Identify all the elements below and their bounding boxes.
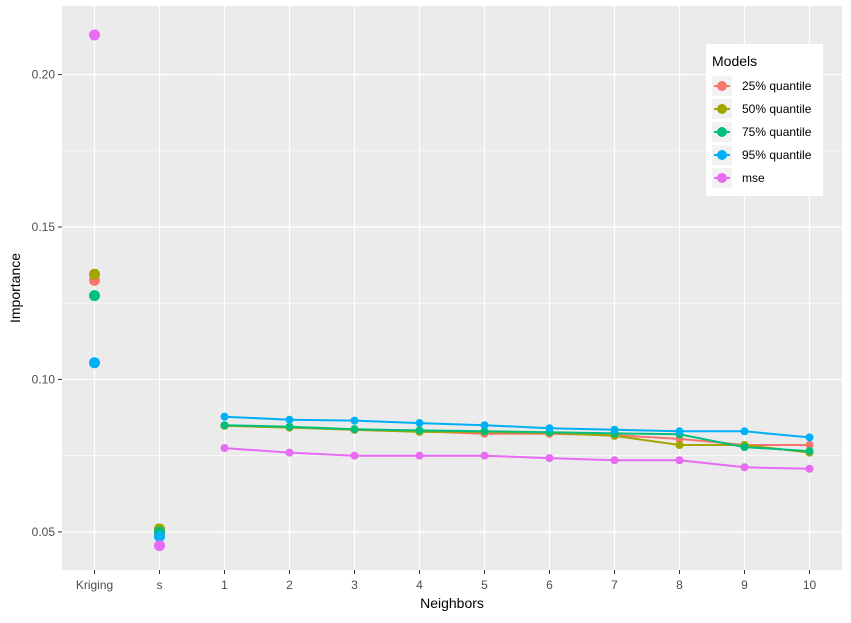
data-point [480, 421, 489, 430]
legend-key-point [717, 127, 727, 137]
data-point [285, 415, 294, 424]
x-tick-label: 5 [481, 578, 488, 592]
data-point [89, 357, 100, 369]
y-tick-label: 0.10 [32, 372, 56, 386]
y-tick-label: 0.05 [32, 525, 56, 539]
data-point [740, 427, 749, 436]
data-point [545, 424, 554, 433]
data-point [415, 419, 424, 428]
major-grid [62, 6, 842, 570]
data-point [805, 447, 814, 456]
data-point [545, 454, 554, 463]
data-point [740, 463, 749, 472]
data-point [89, 29, 100, 41]
data-point [805, 441, 814, 450]
data-point [350, 416, 359, 425]
series-line [224, 415, 810, 439]
data-point [805, 433, 814, 442]
data-point [350, 425, 359, 434]
y-axis-title: Importance [7, 253, 23, 323]
series-lines [224, 415, 810, 470]
data-point [480, 427, 489, 436]
legend-label: 50% quantile [742, 102, 812, 116]
data-point [675, 456, 684, 465]
series-line [224, 447, 810, 470]
legend-key-point [717, 150, 727, 160]
legend-label: mse [742, 171, 765, 185]
y-tick-label: 0.15 [32, 220, 56, 234]
x-tick-label: s [157, 578, 163, 592]
legend-label: 75% quantile [742, 125, 812, 139]
data-point [805, 464, 814, 473]
x-tick-label: 8 [676, 578, 683, 592]
legend-key-point [717, 81, 727, 91]
y-tick-label: 0.20 [32, 68, 56, 82]
x-tick-label: 2 [286, 578, 293, 592]
legend-key-point [717, 173, 727, 183]
data-point [675, 441, 684, 450]
data-point [610, 425, 619, 434]
x-tick-label: 1 [221, 578, 228, 592]
legend-title: Models [712, 53, 757, 69]
data-point [350, 451, 359, 460]
legend-key-point [717, 104, 727, 114]
data-point [220, 412, 229, 421]
x-axis-title: Neighbors [420, 595, 484, 611]
legend: Models 25% quantile 50% quantile 75% quant… [706, 44, 823, 196]
legend-label: 25% quantile [742, 79, 812, 93]
data-point [675, 427, 684, 436]
x-tick-label: 10 [803, 578, 817, 592]
legend-label: 95% quantile [742, 148, 812, 162]
x-tick-label: 4 [416, 578, 423, 592]
data-point [154, 530, 165, 542]
x-tick-label: 9 [741, 578, 748, 592]
data-point [415, 426, 424, 435]
data-point [740, 443, 749, 452]
data-point [285, 448, 294, 457]
data-point [154, 540, 165, 552]
data-point [610, 456, 619, 465]
x-tick-label: 3 [351, 578, 358, 592]
y-axis: 0.05 0.10 0.15 0.20 [32, 68, 62, 539]
x-axis: Kriging s 1 2 3 4 5 6 7 8 9 10 [76, 570, 817, 592]
data-point [220, 421, 229, 430]
data-point [220, 444, 229, 453]
x-tick-label: 6 [546, 578, 553, 592]
x-tick-label: 7 [611, 578, 618, 592]
data-point [89, 268, 100, 280]
series-line [224, 424, 810, 453]
data-point [89, 290, 100, 302]
legend-items: 25% quantile 50% quantile 75% quantile 95% … [712, 76, 812, 188]
data-point [415, 451, 424, 460]
data-point [285, 422, 294, 431]
x-tick-label: Kriging [76, 578, 113, 592]
data-point [480, 451, 489, 460]
series-points [89, 29, 814, 552]
